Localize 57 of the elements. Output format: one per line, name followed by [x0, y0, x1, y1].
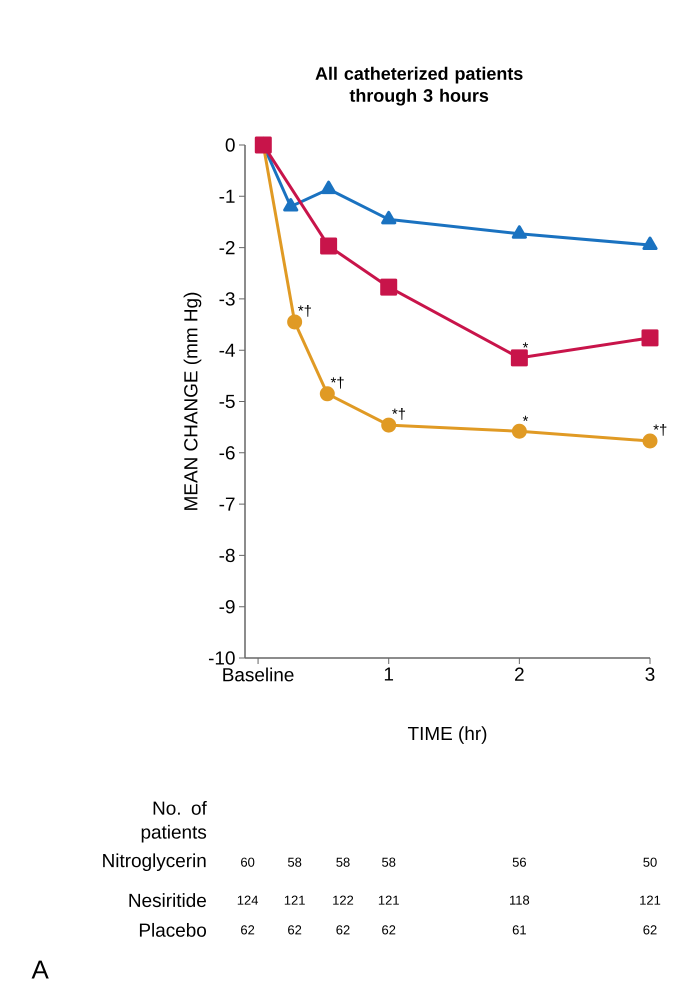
y-tick-label: -6	[219, 446, 235, 460]
y-tick-label: -9	[219, 600, 235, 614]
text: 60	[241, 858, 254, 867]
text: 118	[510, 896, 530, 905]
point	[321, 180, 336, 194]
point	[381, 210, 396, 224]
point	[642, 236, 658, 250]
text: 122	[333, 896, 354, 905]
annotation: *†	[330, 376, 344, 389]
text: 61	[512, 925, 526, 934]
y-tick-label: -8	[219, 548, 235, 562]
x-tick-label: 1	[384, 668, 394, 681]
y-tick-label: -1	[219, 190, 235, 203]
x-tick-label: 2	[515, 668, 524, 681]
point	[320, 238, 338, 255]
y-tick-label: -3	[219, 292, 235, 306]
text: 56	[512, 858, 526, 867]
x-axis-title: TIME (hr)	[408, 726, 486, 744]
y-tick-label: -5	[219, 394, 235, 408]
point	[512, 225, 527, 239]
point	[380, 278, 398, 296]
text: Placebo	[140, 922, 206, 937]
y-tick-label: -10	[208, 651, 235, 665]
text: 121	[378, 896, 399, 905]
text: No. of patients	[142, 800, 207, 842]
text: 121	[284, 896, 305, 905]
annotation: *	[522, 342, 528, 348]
point	[512, 424, 527, 439]
point	[510, 349, 528, 366]
text: Nesiritide	[129, 893, 206, 908]
point	[642, 329, 659, 346]
x-tick-label: Baseline	[223, 668, 294, 682]
y-tick-label: -7	[219, 498, 235, 511]
text: 62	[643, 925, 657, 934]
text: 124	[238, 896, 258, 905]
annotation: *†	[298, 304, 311, 317]
text: 58	[382, 858, 396, 867]
text: 121	[640, 896, 660, 905]
text: Nitroglycerin	[103, 853, 206, 871]
text: 58	[288, 858, 302, 867]
text: 62	[382, 925, 396, 934]
text: 62	[241, 925, 254, 934]
point	[283, 198, 298, 212]
text: 58	[336, 858, 350, 867]
text: 62	[336, 925, 350, 934]
y-tick-label: -4	[219, 344, 235, 357]
text: 50	[643, 858, 657, 867]
text: 62	[288, 925, 302, 934]
chart-title: All catheterized patients through 3 hours	[315, 66, 523, 106]
annotation: *†	[653, 424, 666, 436]
y-axis-title: MEAN CHANGE (mm Hg)	[184, 292, 202, 510]
annotation: *	[522, 416, 528, 422]
x-tick-label: 3	[645, 668, 654, 681]
text: A	[32, 960, 49, 978]
annotation: *†	[392, 408, 406, 420]
y-tick-label: 0	[226, 138, 235, 152]
y-tick-label: -2	[219, 240, 235, 254]
